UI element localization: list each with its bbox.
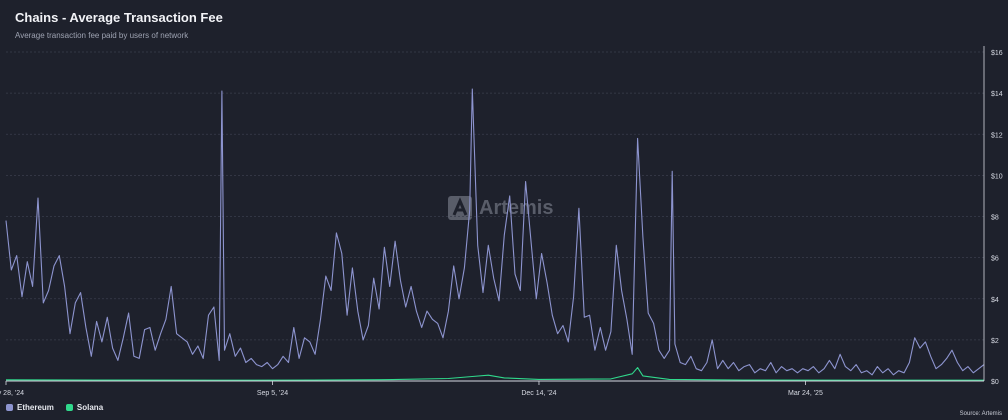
x-tick-label: Mar 24, '25 xyxy=(788,390,823,397)
y-tick-label: $2 xyxy=(991,338,999,345)
y-tick-label: $6 xyxy=(991,256,999,263)
y-tick-label: $4 xyxy=(991,297,999,304)
y-tick-label: $0 xyxy=(991,379,999,386)
grid-lines xyxy=(6,51,984,382)
watermark-text: Artemis xyxy=(479,196,554,219)
legend-item-ethereum[interactable]: Ethereum xyxy=(6,403,54,412)
y-tick-label: $8 xyxy=(991,215,999,222)
chart-subtitle: Average transaction fee paid by users of… xyxy=(15,31,189,40)
y-tick-label: $10 xyxy=(991,173,1003,180)
artemis-logo-icon xyxy=(448,196,472,220)
y-tick-label: $12 xyxy=(991,132,1003,139)
y-axis: $0 $2 $4 $6 $8 $10 $12 $14 $16 xyxy=(983,46,1003,386)
source-note: Source: Artemis xyxy=(959,411,1002,417)
series-lines xyxy=(5,88,985,381)
y-tick-label: $14 xyxy=(991,91,1003,98)
x-tick-label: Dec 14, '24 xyxy=(521,390,556,397)
watermark: Artemis xyxy=(448,196,553,220)
series-line-ethereum xyxy=(5,88,985,376)
solana-swatch xyxy=(65,404,73,411)
x-axis: May 28, '24 Sep 5, '24 Dec 14, '24 Mar 24, … xyxy=(0,380,984,397)
x-tick-label: Sep 5, '24 xyxy=(257,390,288,397)
ethereum-swatch xyxy=(6,404,13,411)
legend-item-solana[interactable]: Solana xyxy=(65,403,104,412)
x-tick-label: May 28, '24 xyxy=(0,390,24,397)
series-line-solana xyxy=(5,367,984,381)
legend-label-solana: Solana xyxy=(76,403,104,412)
legend: Ethereum Solana xyxy=(6,403,103,412)
legend-label-ethereum: Ethereum xyxy=(17,403,54,412)
chart-title: Chains - Average Transaction Fee xyxy=(15,10,223,25)
y-tick-label: $16 xyxy=(991,50,1003,57)
